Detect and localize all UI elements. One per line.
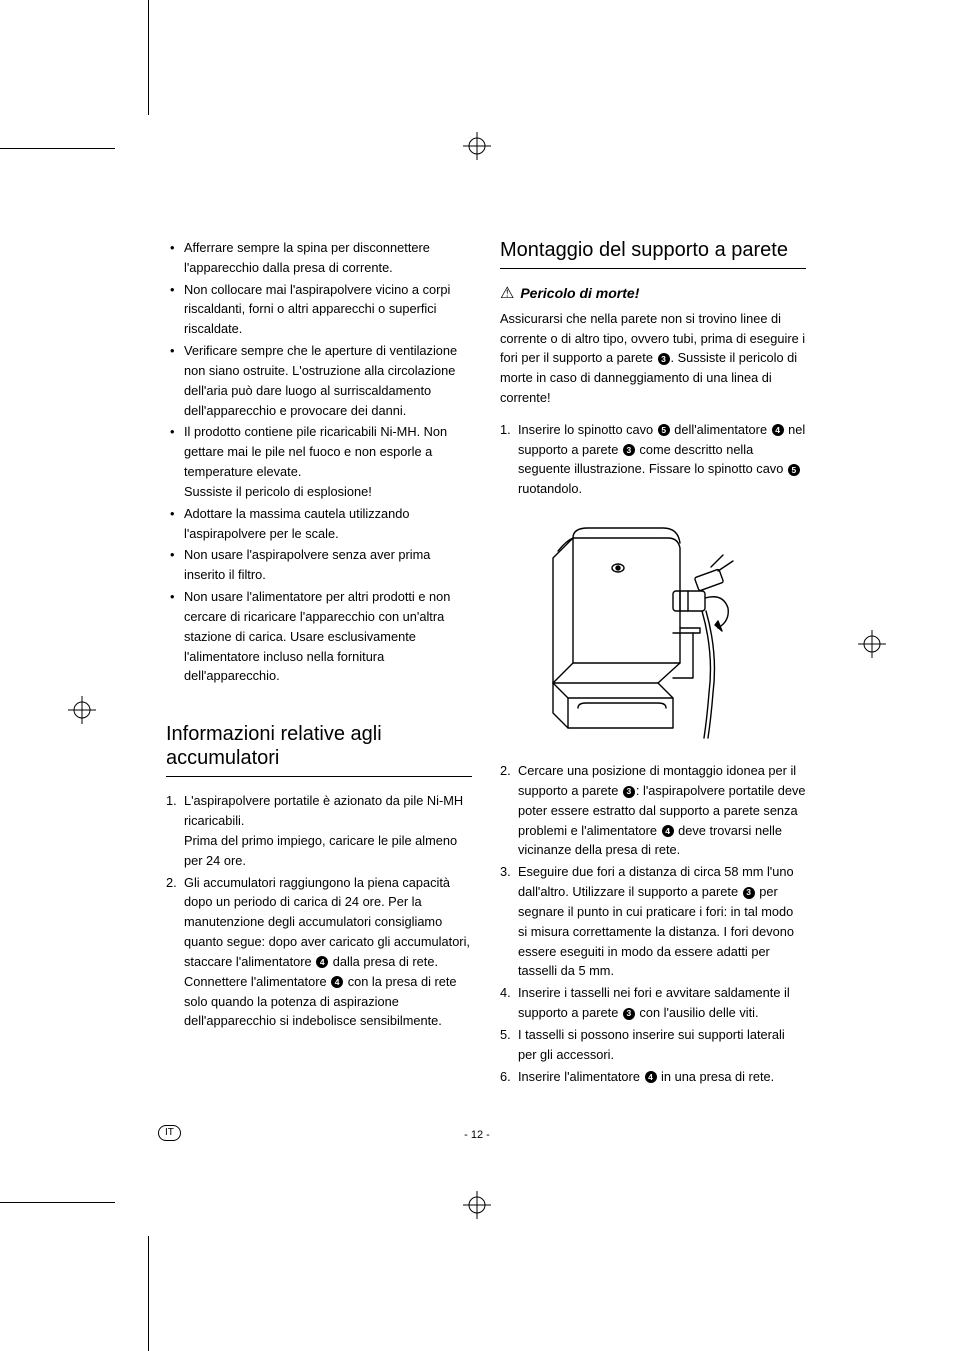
registration-mark-right — [858, 630, 886, 658]
mounting-step: Inserire l'alimentatore 4 in una presa d… — [500, 1067, 806, 1087]
section-heading-wall-mount: Montaggio del supporto a parete — [500, 238, 806, 269]
reference-badge-3: 3 — [623, 1008, 635, 1020]
reference-badge-3: 3 — [658, 353, 670, 365]
reference-badge-4: 4 — [772, 424, 784, 436]
safety-bullet: Adottare la massima cautela utilizzando … — [166, 504, 472, 544]
mounting-step: Eseguire due fori a distanza di circa 58… — [500, 862, 806, 981]
section-heading-accumulators: Informazioni relative agli accumulatori — [166, 722, 472, 777]
warning-icon: ⚠ — [500, 286, 514, 302]
registration-mark-left — [68, 696, 96, 724]
left-column: Afferrare sempre la spina per disconnett… — [166, 238, 472, 1088]
mounting-step: Inserire i tasselli nei fori e avvitare … — [500, 983, 806, 1023]
reference-badge-3: 3 — [743, 887, 755, 899]
wall-mount-illustration — [518, 513, 768, 743]
safety-bullet: Non usare l'alimentatore per altri prodo… — [166, 587, 472, 686]
accumulator-info-item: L'aspirapolvere portatile è azionato da … — [166, 791, 472, 870]
reference-badge-5: 5 — [788, 464, 800, 476]
mounting-step: Cercare una posizione di montaggio idone… — [500, 761, 806, 860]
mounting-steps-list: Inserire lo spinotto cavo 5 dell'aliment… — [500, 420, 806, 1087]
safety-bullet: Afferrare sempre la spina per disconnett… — [166, 238, 472, 278]
registration-mark-top — [463, 132, 491, 160]
accumulator-info-item: Gli accumulatori raggiungono la piena ca… — [166, 873, 472, 1032]
page-body: Afferrare sempre la spina per disconnett… — [166, 238, 806, 1088]
safety-bullet: Non usare l'aspirapolvere senza aver pri… — [166, 545, 472, 585]
registration-mark-bottom — [463, 1191, 491, 1219]
safety-bullet-list: Afferrare sempre la spina per disconnett… — [166, 238, 472, 686]
safety-bullet: Il prodotto contiene pile ricaricabili N… — [166, 422, 472, 501]
warning-title-text: Pericolo di morte! — [520, 283, 639, 305]
reference-badge-5: 5 — [658, 424, 670, 436]
reference-badge-3: 3 — [623, 786, 635, 798]
right-column: Montaggio del supporto a parete ⚠ Perico… — [500, 238, 806, 1088]
reference-badge-4: 4 — [331, 976, 343, 988]
reference-badge-3: 3 — [623, 444, 635, 456]
safety-bullet: Verificare sempre che le aperture di ven… — [166, 341, 472, 420]
warning-body-text: Assicurarsi che nella parete non si trov… — [500, 309, 806, 408]
mounting-step: I tasselli si possono inserire sui suppo… — [500, 1025, 806, 1065]
reference-badge-4: 4 — [316, 956, 328, 968]
reference-badge-4: 4 — [645, 1071, 657, 1083]
accumulator-info-list: L'aspirapolvere portatile è azionato da … — [166, 791, 472, 1031]
mounting-step: Inserire lo spinotto cavo 5 dell'aliment… — [500, 420, 806, 499]
page-number: - 12 - — [0, 1129, 954, 1141]
reference-badge-4: 4 — [662, 825, 674, 837]
warning-heading: ⚠ Pericolo di morte! — [500, 283, 806, 305]
safety-bullet: Non collocare mai l'aspirapolvere vicino… — [166, 280, 472, 339]
